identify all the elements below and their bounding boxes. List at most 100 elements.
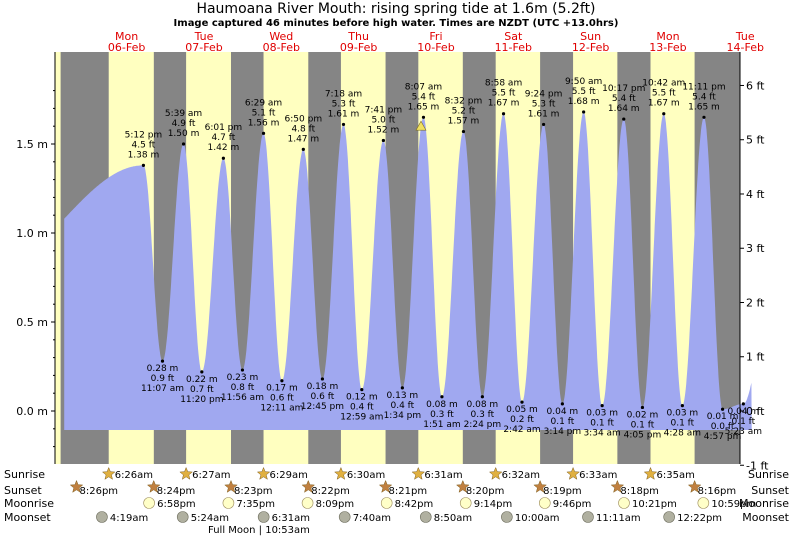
tide-height-m: 0.02 m <box>627 410 659 420</box>
tide-height-ft: 5.3 ft <box>532 99 556 109</box>
right-tick-label: 5 ft <box>746 134 765 147</box>
row-label-right: Moonrise <box>739 497 789 510</box>
sunset-icon <box>610 479 625 493</box>
tide-height-ft: 0.3 ft <box>471 410 495 420</box>
moonset-time: 8:50am <box>434 513 472 524</box>
moonset-icon <box>257 511 270 523</box>
sunrise-entry: 6:31am <box>424 470 462 481</box>
sunrise-icon <box>566 466 580 480</box>
day-name: Sun <box>580 30 601 43</box>
tide-height-ft: 5.4 ft <box>612 94 636 104</box>
tide-height-ft: 0.9 ft <box>151 374 175 384</box>
current-level-marker <box>415 120 427 131</box>
low-tide-label: 0.01 m0.0 ft4:57 pm <box>704 412 742 442</box>
tide-height-ft: 4.9 ft <box>172 119 196 129</box>
sunrise-time: 6:26am <box>115 470 153 481</box>
moonrise-icon <box>380 497 393 509</box>
sunrise-icon <box>411 466 426 480</box>
low-tide-point <box>720 407 725 411</box>
sunset-entry: 8:16pm <box>698 486 737 497</box>
low-tide-point <box>280 379 284 383</box>
row-label-left: Moonrise <box>4 497 54 510</box>
right-tick-label: -1 ft <box>746 459 769 472</box>
moonrise-time: 7:35pm <box>236 499 275 510</box>
day-name: Thu <box>347 30 369 43</box>
moonset-entry: 6:31am <box>257 511 310 524</box>
low-tide-label: 0.04 m0.1 ft5:23 am <box>725 407 762 437</box>
low-tide-label: 0.03 m0.1 ft4:28 am <box>664 409 701 439</box>
moonset-icon <box>663 511 675 523</box>
tide-height-m: 1.65 m <box>408 102 440 112</box>
tide-height-m: 1.47 m <box>287 134 319 144</box>
low-tide-point <box>360 388 364 392</box>
moonset-time: 5:24am <box>191 513 229 524</box>
day-name: Mon <box>656 30 679 43</box>
right-tick-label: 3 ft <box>746 242 765 255</box>
tide-height-ft: 5.1 ft <box>252 108 276 118</box>
low-tide-label: 0.04 m0.1 ft3:14 pm <box>544 407 582 437</box>
day-name: Tue <box>194 30 214 43</box>
high-tide-label: 9:50 am5.5 ft1.68 m <box>565 77 602 107</box>
tide-time: 3:34 am <box>583 429 620 439</box>
high-tide-label: 10:17 pm5.4 ft1.64 m <box>602 84 645 114</box>
row-label-left: Sunset <box>4 484 42 497</box>
tide-height-m: 0.03 m <box>667 409 699 419</box>
day-name: Fri <box>429 30 442 43</box>
tide-height-m: 1.57 m <box>448 117 480 127</box>
right-tick-label: 1 ft <box>746 351 765 364</box>
sunset-entry: 8:24pm <box>157 486 196 497</box>
moonrise-time: 10:59pm <box>711 499 756 510</box>
moonset-icon <box>338 511 351 523</box>
moonset-entry: 4:19am <box>96 511 148 524</box>
sunrise-icon <box>334 466 348 480</box>
moonset-time: 4:19am <box>110 513 148 524</box>
sunrise-entry: 6:35am <box>656 470 694 481</box>
tide-height-ft: 5.3 ft <box>332 99 356 109</box>
moonrise-icon <box>143 497 155 509</box>
moonset-time: 11:11am <box>596 513 641 524</box>
high-tide-point <box>662 112 666 116</box>
tide-height-ft: 0.6 ft <box>311 392 335 402</box>
low-tide-label: 0.03 m0.1 ft3:34 am <box>583 409 620 439</box>
tide-height-ft: 0.1 ft <box>671 419 695 429</box>
sunrise-entry: 6:26am <box>115 470 153 481</box>
tide-height-m: 0.08 m <box>426 400 458 410</box>
high-tide-label: 7:41 pm5.0 ft1.52 m <box>365 105 403 135</box>
low-tide-label: 0.05 m0.2 ft2:42 am <box>503 405 540 435</box>
moonrise-time: 8:42pm <box>395 499 434 510</box>
sunrise-icon <box>643 466 658 480</box>
sunset-entry: 8:22pm <box>311 486 350 497</box>
low-tide-point <box>200 370 204 374</box>
tide-time: 4:05 pm <box>624 430 662 440</box>
tide-water-area <box>64 112 752 430</box>
tide-time: 6:50 pm <box>285 114 323 124</box>
tide-height-ft: 0.2 ft <box>510 415 534 425</box>
sunset-entry: 8:19pm <box>543 486 582 497</box>
moonrise-time: 6:58pm <box>157 499 196 510</box>
day-date: 10-Feb <box>417 41 454 54</box>
tide-height-m: 1.64 m <box>608 104 640 114</box>
tide-time: 12:45 pm <box>301 402 344 412</box>
sunrise-entry: 6:30am <box>347 470 385 481</box>
moonrise-time: 9:46pm <box>553 499 592 510</box>
moonrise-icon <box>618 497 630 509</box>
low-tide-point <box>520 400 524 404</box>
tide-height-m: 1.52 m <box>368 125 400 135</box>
day-date: 07-Feb <box>185 41 222 54</box>
left-tick-label: 0.0 m <box>16 405 48 418</box>
day-name: Mon <box>115 30 138 43</box>
high-tide-point <box>461 129 466 134</box>
sunrise-time: 6:29am <box>270 470 308 481</box>
tide-time: 9:24 pm <box>525 89 563 99</box>
row-label-left: Sunrise <box>4 468 45 481</box>
moonset-time: 6:31am <box>272 513 310 524</box>
tide-height-ft: 4.5 ft <box>132 140 156 150</box>
low-tide-point <box>480 395 484 399</box>
tide-time: 5:39 am <box>165 109 202 119</box>
day-name: Sat <box>504 30 523 43</box>
day-date: 14-Feb <box>727 41 764 54</box>
